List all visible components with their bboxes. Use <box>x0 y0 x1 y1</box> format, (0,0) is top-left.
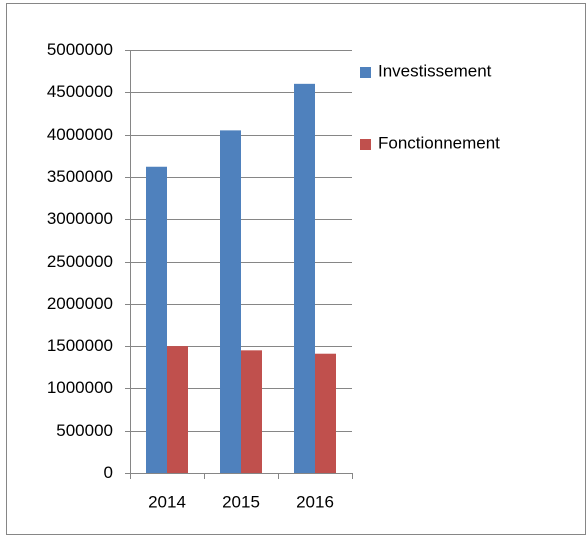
x-tick-label: 2016 <box>296 492 334 511</box>
y-tick-label: 0 <box>104 463 113 482</box>
bar <box>315 353 336 473</box>
bar <box>146 166 167 474</box>
bar <box>220 130 241 473</box>
y-tick-label: 3000000 <box>47 209 113 228</box>
y-tick-label: 500000 <box>56 421 113 440</box>
legend-label: Fonctionnement <box>378 133 500 152</box>
y-tick-label: 4000000 <box>47 125 113 144</box>
legend-swatch <box>360 139 371 150</box>
y-tick-label: 1000000 <box>47 378 113 397</box>
legend-label: Investissement <box>378 61 492 80</box>
x-tick-label: 2014 <box>148 492 186 511</box>
y-tick-label: 2500000 <box>47 252 113 271</box>
y-tick-label: 3500000 <box>47 167 113 186</box>
y-tick-label: 4500000 <box>47 82 113 101</box>
y-tick-label: 5000000 <box>47 40 113 59</box>
y-tick-label: 2000000 <box>47 294 113 313</box>
bar <box>167 346 188 473</box>
bar <box>241 350 262 473</box>
x-tick-label: 2015 <box>222 492 260 511</box>
bar <box>294 83 315 473</box>
y-tick-label: 1500000 <box>47 336 113 355</box>
legend-swatch <box>360 67 371 78</box>
